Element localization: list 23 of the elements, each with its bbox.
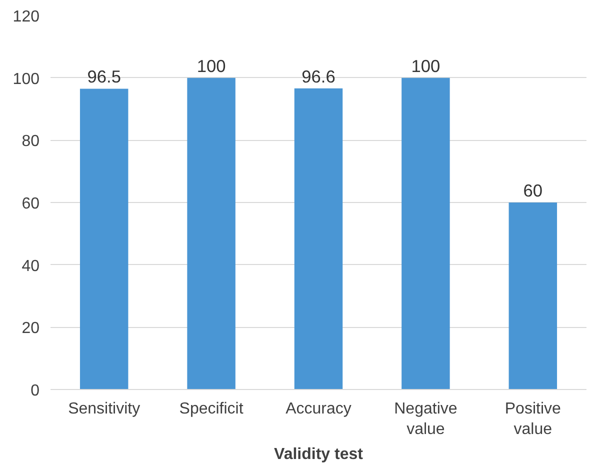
bar — [508, 202, 558, 390]
data-label: 96.6 — [302, 66, 336, 86]
y-tick-label: 0 — [30, 382, 40, 400]
y-tick-label: 60 — [22, 196, 40, 212]
bar — [187, 78, 236, 390]
y-tick-label: 100 — [12, 70, 40, 88]
x-tick-label: Accuracy — [286, 400, 352, 418]
data-label: 100 — [411, 56, 440, 76]
y-tick-label: 40 — [22, 258, 40, 275]
data-label: 96.5 — [87, 66, 121, 87]
bar — [80, 88, 128, 390]
y-tick-label: 80 — [22, 133, 40, 150]
data-label: 100 — [196, 56, 226, 76]
bar — [294, 88, 343, 390]
y-tick-label: 20 — [22, 320, 40, 338]
x-tick-label: Negative value — [394, 400, 458, 438]
y-tick-label: 120 — [12, 8, 40, 26]
data-label: 60 — [523, 180, 543, 200]
x-tick-label: Positive value — [504, 400, 562, 438]
x-tick-label: Specificit — [179, 400, 244, 418]
bar — [402, 78, 450, 390]
x-axis-title: Validity test — [274, 446, 364, 463]
x-tick-label: Sensitivity — [68, 400, 140, 418]
